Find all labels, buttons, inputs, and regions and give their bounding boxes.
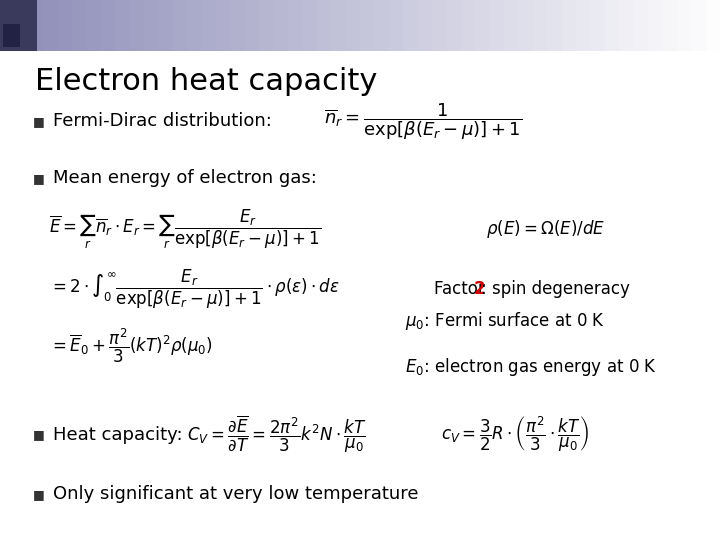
Text: $\overline{E} = \sum_r \overline{n}_r \cdot E_r = \sum_r \dfrac{E_r}{\exp\!\left: $\overline{E} = \sum_r \overline{n}_r \c… [50, 208, 321, 251]
Text: 2: 2 [474, 280, 485, 298]
Bar [418, 0, 432, 51]
Bar [130, 0, 144, 51]
Bar [173, 0, 187, 51]
Bar [144, 0, 158, 51]
Bar [605, 0, 619, 51]
Bar [0, 0, 14, 51]
Bar [274, 0, 288, 51]
Bar [288, 0, 302, 51]
Bar [101, 0, 115, 51]
Bar [374, 0, 389, 51]
Bar [72, 0, 86, 51]
Bar [43, 0, 58, 51]
Bar [317, 0, 331, 51]
Text: Fermi-Dirac distribution:: Fermi-Dirac distribution: [53, 112, 277, 131]
Bar [302, 0, 317, 51]
Bar [590, 0, 605, 51]
Bar [86, 0, 101, 51]
Bar [634, 0, 648, 51]
Bar [432, 0, 446, 51]
Bar [518, 0, 533, 51]
Bar [230, 0, 245, 51]
Text: ■: ■ [33, 115, 45, 128]
Bar [475, 0, 490, 51]
Bar [490, 0, 504, 51]
Bar [403, 0, 418, 51]
Bar [58, 0, 72, 51]
Bar [360, 0, 374, 51]
Text: $\overline{n}_r = \dfrac{1}{\exp\!\left[\beta(E_r - \mu)\right]+1}$: $\overline{n}_r = \dfrac{1}{\exp\!\left[… [324, 101, 523, 142]
Bar [187, 0, 202, 51]
Bar [389, 0, 403, 51]
Bar [691, 0, 706, 51]
Bar [115, 0, 130, 51]
Text: $C_V = \dfrac{\partial \overline{E}}{\partial T} = \dfrac{2\pi^2}{3}k^2N\cdot\df: $C_V = \dfrac{\partial \overline{E}}{\pa… [187, 414, 366, 455]
Text: ■: ■ [33, 488, 45, 501]
Text: $= 2 \cdot \int_0^\infty \dfrac{E_r}{\exp\!\left[\beta(E_r-\mu)\right]+1} \cdot : $= 2 \cdot \int_0^\infty \dfrac{E_r}{\ex… [50, 267, 341, 310]
Bar [3, 24, 20, 47]
Text: Electron heat capacity: Electron heat capacity [35, 68, 377, 97]
Bar [259, 0, 274, 51]
Bar [346, 0, 360, 51]
Bar [245, 0, 259, 51]
Text: Factor: Factor [433, 280, 490, 298]
Bar [14, 0, 29, 51]
Bar [662, 0, 677, 51]
Text: : spin degeneracy: : spin degeneracy [481, 280, 630, 298]
Text: Mean energy of electron gas:: Mean energy of electron gas: [53, 169, 317, 187]
Text: $E_0$: electron gas energy at 0 K: $E_0$: electron gas energy at 0 K [405, 356, 657, 378]
Bar [533, 0, 547, 51]
Text: Heat capacity:: Heat capacity: [53, 426, 188, 444]
Bar [706, 0, 720, 51]
Bar [158, 0, 173, 51]
Bar [677, 0, 691, 51]
Text: $c_V = \dfrac{3}{2}R\cdot\left(\dfrac{\pi^2}{3}\cdot\dfrac{kT}{\mu_0}\right)$: $c_V = \dfrac{3}{2}R\cdot\left(\dfrac{\p… [441, 415, 589, 454]
Text: ■: ■ [33, 428, 45, 441]
Text: $\mu_0$: Fermi surface at 0 K: $\mu_0$: Fermi surface at 0 K [405, 310, 606, 332]
Bar [504, 0, 518, 51]
Bar [202, 0, 216, 51]
Text: ■: ■ [33, 172, 45, 185]
Text: $= \overline{E}_0 + \dfrac{\pi^2}{3}(kT)^2\rho(\mu_0)$: $= \overline{E}_0 + \dfrac{\pi^2}{3}(kT)… [50, 327, 213, 364]
Text: Only significant at very low temperature: Only significant at very low temperature [53, 485, 418, 503]
Bar [216, 0, 230, 51]
Bar [461, 0, 475, 51]
Bar [562, 0, 576, 51]
Bar [29, 0, 43, 51]
Text: $\rho(E) = \Omega(E)/dE$: $\rho(E) = \Omega(E)/dE$ [487, 219, 606, 240]
Bar [576, 0, 590, 51]
Bar [547, 0, 562, 51]
Bar [648, 0, 662, 51]
Bar [331, 0, 346, 51]
Bar [619, 0, 634, 51]
Bar [446, 0, 461, 51]
